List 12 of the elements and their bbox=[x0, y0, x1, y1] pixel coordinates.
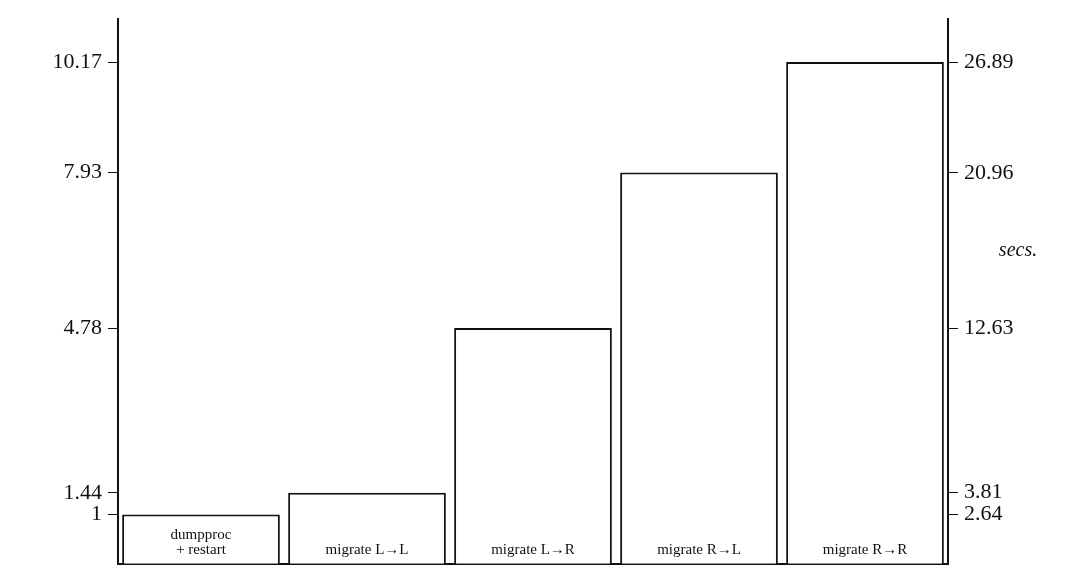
x-tick-label: dumpproc + restart bbox=[170, 526, 232, 558]
y-tick-label: 10.17 bbox=[52, 47, 102, 73]
y2-tick-label: 20.96 bbox=[964, 158, 1014, 184]
y-tick-label: 4.78 bbox=[63, 313, 102, 339]
y2-tick-label: 26.89 bbox=[964, 47, 1014, 73]
x-tick-label: migrate R→R bbox=[822, 541, 908, 558]
x-tick-label: migrate L→L bbox=[325, 541, 409, 558]
y2-axis-title: secs. bbox=[998, 237, 1038, 260]
y-tick-label: 7.93 bbox=[63, 158, 102, 184]
x-tick-label: migrate L→R bbox=[491, 541, 575, 558]
y2-tick-label: 12.63 bbox=[964, 313, 1014, 339]
x-tick-label: migrate R→L bbox=[657, 541, 741, 558]
